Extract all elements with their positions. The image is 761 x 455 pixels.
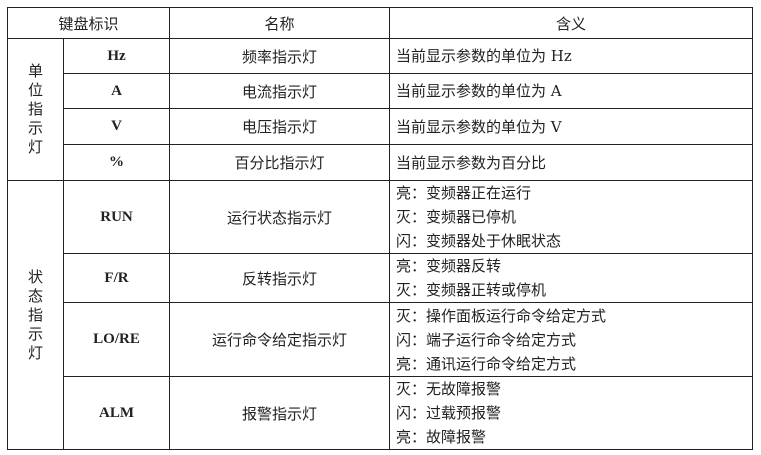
group-label-char: 态 — [27, 286, 43, 305]
name-cell: 报警指示灯 — [169, 376, 391, 450]
group-label: 状态指示灯 — [7, 180, 64, 450]
meaning-line: 当前显示参数的单位为 Hz — [396, 47, 572, 65]
table-row: ALM 报警指示灯 灭：无故障报警 闪：过载预报警 亮：故障报警 — [8, 376, 754, 450]
name-cell: 运行命令给定指示灯 — [169, 302, 391, 377]
meaning-cell: 灭：无故障报警 闪：过载预报警 亮：故障报警 — [389, 376, 754, 450]
group-label-char: 示 — [27, 119, 43, 137]
meaning-cell: 当前显示参数为百分比 — [389, 144, 754, 181]
key-cell: LO/RE — [62, 302, 171, 377]
group-label-char: 状 — [27, 267, 43, 286]
group-label-char: 灯 — [27, 138, 43, 156]
meaning-line: 灭：无故障报警 — [396, 380, 502, 398]
header-meaning: 含义 — [389, 7, 754, 39]
table-row: V 电压指示灯 当前显示参数的单位为 V — [8, 108, 754, 145]
header-name: 名称 — [169, 7, 391, 39]
group-label: 单位指示灯 — [7, 38, 64, 181]
key-cell: Hz — [62, 38, 171, 74]
meaning-cell: 灭：操作面板运行命令给定方式 闪：端子运行命令给定方式 亮：通讯运行命令给定方式 — [389, 302, 754, 377]
meaning-line: 灭：变频器已停机 — [396, 208, 517, 226]
meaning-line: 当前显示参数的单位为 A — [396, 82, 562, 100]
header-key: 键盘标识 — [6, 7, 171, 39]
meaning-line: 亮：通讯运行命令给定方式 — [396, 354, 577, 373]
header-row: 键盘标识 名称 含义 — [6, 7, 754, 39]
key-cell: ALM — [62, 376, 171, 450]
group-label-char: 位 — [27, 81, 43, 99]
indicator-table: 键盘标识 名称 含义 单位指示灯 Hz 频率指示灯 当前显示参数的单位为 Hz A 电流指… — [6, 7, 754, 450]
key-cell: RUN — [62, 180, 171, 254]
meaning-line: 闪：端子运行命令给定方式 — [396, 330, 577, 349]
meaning-line: 闪：过载预报警 — [396, 404, 502, 422]
name-cell: 电流指示灯 — [169, 73, 391, 109]
group-label-char: 指 — [27, 100, 43, 118]
table-row: % 百分比指示灯 当前显示参数为百分比 — [8, 144, 754, 181]
meaning-cell: 亮：变频器反转灭：变频器正转或停机 — [389, 253, 754, 303]
table-row: F/R 反转指示灯 亮：变频器反转灭：变频器正转或停机 — [8, 253, 754, 303]
group-label-char: 灯 — [27, 343, 43, 362]
name-cell: 反转指示灯 — [169, 253, 391, 303]
meaning-cell: 当前显示参数的单位为 A — [389, 73, 754, 109]
meaning-cell: 当前显示参数的单位为 V — [389, 108, 754, 145]
meaning-line: 亮：故障报警 — [396, 428, 487, 446]
meaning-line: 亮：变频器反转 — [396, 257, 502, 275]
table-row: A 电流指示灯 当前显示参数的单位为 A — [8, 73, 754, 109]
group-label-char: 单 — [27, 62, 43, 80]
name-cell: 电压指示灯 — [169, 108, 391, 145]
table-row: 状态指示灯 RUN 运行状态指示灯 亮：变频器正在运行 灭：变频器已停机 闪：变频器处于休… — [7, 180, 754, 450]
meaning-cell: 亮：变频器正在运行 灭：变频器已停机闪：变频器处于休眠状态 — [389, 180, 754, 254]
key-cell: F/R — [62, 253, 171, 303]
meaning-line: 灭：操作面板运行命令给定方式 — [396, 306, 607, 325]
meaning-line: 亮：变频器正在运行 — [396, 184, 532, 202]
name-cell: 频率指示灯 — [169, 38, 391, 74]
name-cell: 运行状态指示灯 — [169, 180, 391, 254]
group-label-char: 指 — [27, 305, 43, 324]
table-row: LO/RE 运行命令给定指示灯 灭：操作面板运行命令给定方式 闪：端子运行命令给定方式… — [8, 302, 754, 377]
key-cell: A — [62, 73, 171, 109]
meaning-line: 灭：变频器正转或停机 — [396, 281, 547, 299]
meaning-line: 当前显示参数为百分比 — [396, 153, 547, 172]
meaning-line: 当前显示参数的单位为 V — [396, 117, 562, 136]
group-label-char: 示 — [27, 324, 43, 343]
meaning-cell: 当前显示参数的单位为 Hz — [389, 38, 754, 74]
meaning-line: 闪：变频器处于休眠状态 — [396, 232, 562, 250]
key-cell: % — [62, 144, 171, 181]
table-row: 单位指示灯 Hz 频率指示灯 当前显示参数的单位为 Hz — [7, 38, 754, 181]
name-cell: 百分比指示灯 — [169, 144, 391, 181]
key-cell: V — [62, 108, 171, 145]
